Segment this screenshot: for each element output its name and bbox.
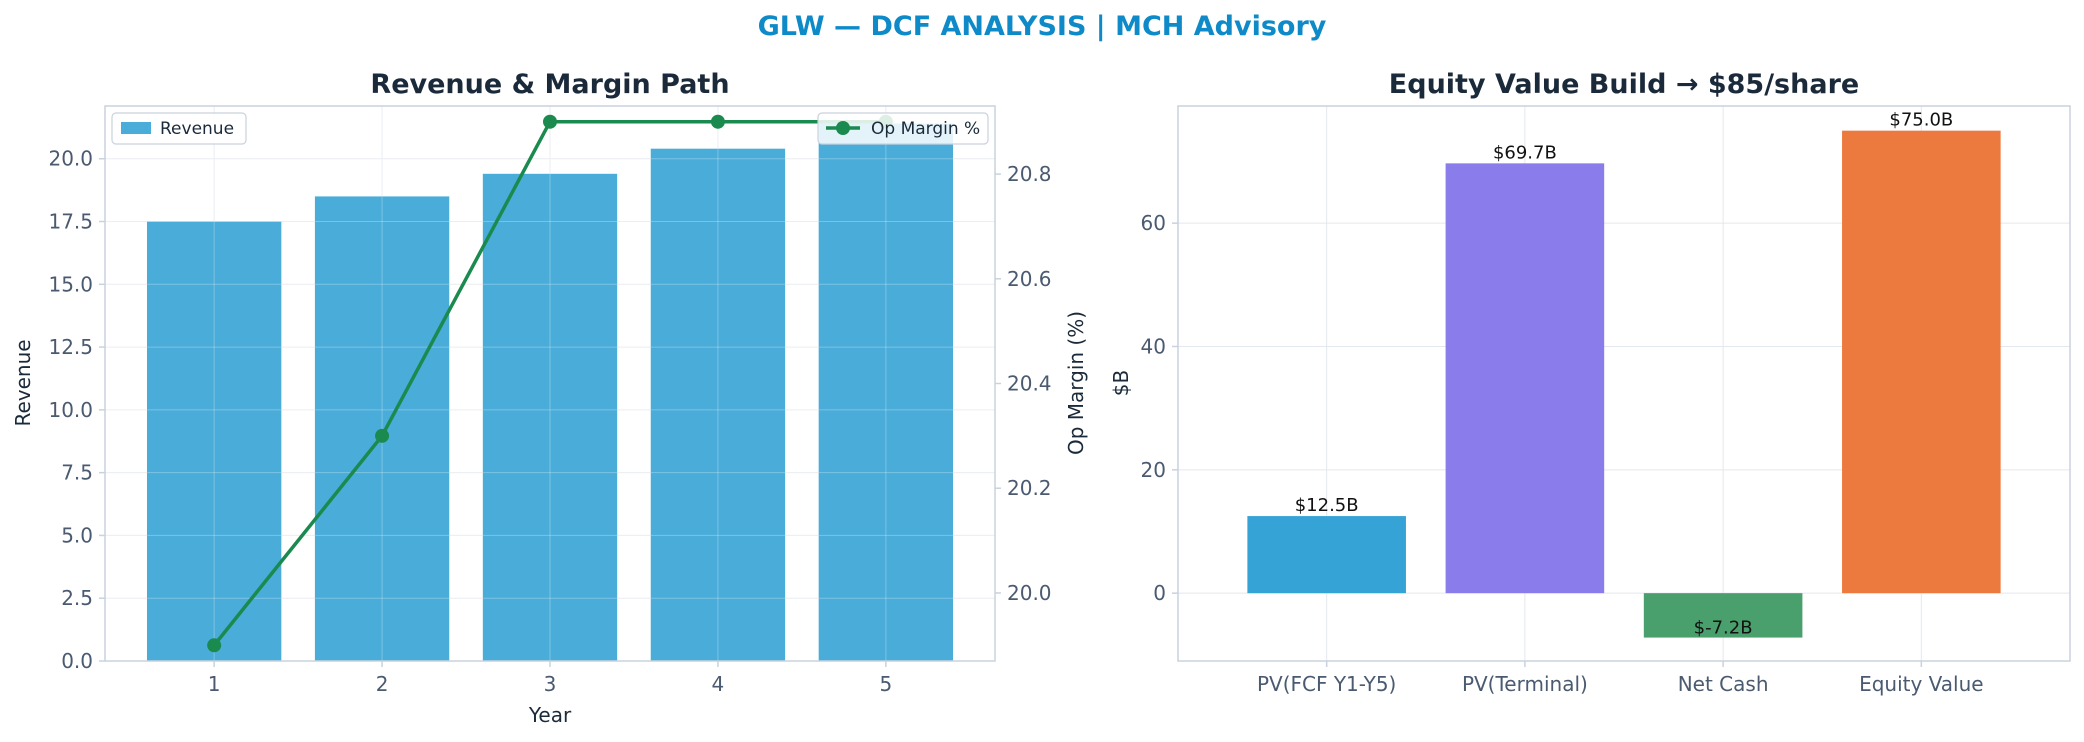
tick-label-y: 0.0 [61, 649, 93, 673]
tick-label-x: Net Cash [1678, 672, 1769, 696]
tick-label-y2: 20.0 [1007, 581, 1052, 605]
op-margin-point-year-4 [710, 114, 725, 129]
tick-label-y: 5.0 [61, 523, 93, 547]
revenue-bar-year-2 [314, 196, 450, 662]
tick-label-y: 7.5 [61, 461, 93, 485]
tick-label-x: 5 [879, 672, 892, 696]
tick-label-x: 2 [376, 672, 389, 696]
y-axis-label-revenue: Revenue [11, 339, 35, 426]
axis-ticks-revenue: 0.0 2.5 5.0 7.5 10.0 12.5 15.0 17.5 20.0 20.0 20.2… [48, 147, 1051, 696]
bar-equity-value [1842, 130, 2001, 594]
legend-label-revenue: Revenue [160, 119, 234, 139]
tick-label-x: 1 [208, 672, 221, 696]
bar-pv-fcf-y1-y5 [1247, 516, 1406, 594]
tick-label-y: 20.0 [48, 147, 93, 171]
tick-label-y2: 20.6 [1007, 267, 1052, 291]
data-label-pv-terminal: $69.7B [1493, 142, 1557, 163]
equity-bars: $12.5B $69.7B $-7.2B $75.0B [1247, 110, 2001, 639]
data-label-pv-fcf-y1-y5: $12.5B [1295, 495, 1359, 516]
tick-label-y: 0 [1153, 581, 1166, 605]
tick-label-x: PV(Terminal) [1462, 672, 1588, 696]
revenue-bar-year-4 [650, 148, 786, 661]
op-margin-point-year-1 [207, 638, 222, 653]
op-margin-point-year-3 [543, 114, 557, 129]
legend-label-op-margin: Op Margin % [871, 119, 980, 139]
revenue-margin-chart: Revenue & Margin Path 0.02.55.07.510.012… [11, 69, 1088, 727]
tick-label-y: 12.5 [48, 335, 93, 359]
tick-label-y: 40 [1141, 335, 1166, 359]
x-axis-label-year: Year [528, 703, 572, 727]
y-axis-label-billions: $B [1109, 370, 1133, 396]
bar-pv-terminal [1445, 163, 1605, 594]
tick-label-y: 2.5 [61, 586, 93, 610]
tick-label-y: 20 [1141, 458, 1166, 482]
equity-build-chart: Equity Value Build → $85/share $12.5B $69… [1109, 69, 2071, 696]
legend-marker-op-margin [836, 121, 850, 135]
revenue-bar-year-3 [482, 173, 618, 662]
legend-box-op-margin [817, 112, 989, 145]
data-label-equity-value: $75.0B [1889, 110, 1953, 131]
revenue-bar-year-5 [818, 123, 954, 662]
tick-label-x: 3 [544, 672, 557, 696]
tick-label-y: 60 [1141, 211, 1166, 235]
revenue-bars [146, 123, 954, 662]
chart-title-equity-build: Equity Value Build → $85/share [1389, 69, 1859, 100]
tick-label-x: PV(FCF Y1-Y5) [1257, 672, 1396, 696]
chart-title-revenue-margin: Revenue & Margin Path [370, 69, 729, 100]
data-label-net-cash: $-7.2B [1694, 618, 1753, 639]
axes-frame-equity [1177, 105, 2071, 662]
op-margin-line [207, 114, 893, 653]
tick-label-y: 17.5 [48, 210, 93, 234]
tick-label-y2: 20.8 [1007, 162, 1052, 186]
tick-label-x: Equity Value [1859, 672, 1984, 696]
tick-label-y: 15.0 [48, 272, 93, 296]
tick-label-y2: 20.4 [1007, 372, 1052, 396]
tick-label-x: 4 [712, 672, 725, 696]
y2-axis-label-op-margin: Op Margin (%) [1064, 311, 1088, 455]
tick-label-y: 10.0 [48, 398, 93, 422]
legend-swatch-revenue [121, 122, 151, 134]
op-margin-point-year-2 [375, 428, 390, 443]
bar-net-cash [1643, 593, 1803, 638]
axis-ticks-equity: 0 20 40 60 PV(FCF Y1-Y5) PV(Terminal) Net Cash… [1141, 211, 1984, 696]
legend-box-revenue [111, 112, 247, 145]
figure-title: GLW — DCF ANALYSIS | MCH Advisory [758, 11, 1327, 42]
tick-label-y2: 20.2 [1007, 476, 1052, 500]
legend-op-margin: Op Margin % [817, 112, 989, 145]
legend-revenue: Revenue [111, 112, 247, 145]
